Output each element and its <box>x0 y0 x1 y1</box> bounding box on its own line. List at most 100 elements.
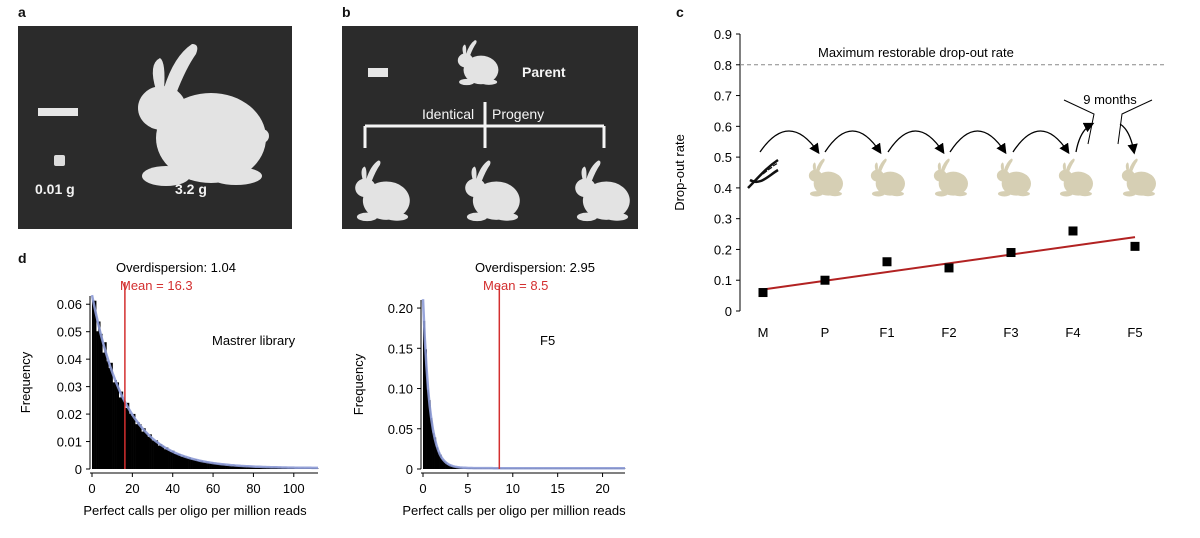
y-tick-label: 0 <box>406 462 413 477</box>
histogram-bar <box>128 413 132 469</box>
histogram-bar <box>426 389 429 469</box>
histogram-bar <box>133 413 136 469</box>
lineage-bracket <box>363 102 606 148</box>
generation-arrow <box>1012 130 1070 155</box>
y-tick-label: 0.01 <box>57 435 82 450</box>
histogram-bar <box>258 467 261 469</box>
histogram-bar <box>186 458 189 469</box>
histogram-bar <box>219 464 222 469</box>
histogram-bar <box>443 460 446 469</box>
progeny-bunny-2 <box>465 160 520 222</box>
histogram-bar <box>104 342 107 469</box>
histogram-bar <box>96 331 99 469</box>
overdispersion-label: Overdispersion: 1.04 <box>116 260 236 275</box>
large-bunny-print <box>138 44 269 186</box>
fit-curve <box>421 299 625 470</box>
dropout-rate-chart: 0 0.1 0.2 0.3 0.4 0.5 0.6 0.7 0.8 0.9 Drop-out rat… <box>672 27 1165 340</box>
x-tick-label: 60 <box>206 481 220 496</box>
histogram-bar <box>174 454 177 469</box>
histogram-bar <box>155 440 159 469</box>
y-tick-label: 0.06 <box>57 297 82 312</box>
histogram-bar <box>423 320 426 469</box>
histogram-bar <box>227 464 230 469</box>
histogram-bar <box>147 436 150 469</box>
histogram-bar <box>435 447 438 469</box>
histogram-bar <box>139 424 142 469</box>
histogram-bar <box>209 463 212 469</box>
generation-arrow <box>1119 123 1138 155</box>
x-tick-label: 80 <box>246 481 260 496</box>
histogram-bar <box>192 459 196 469</box>
panel-label-a: a <box>18 4 26 20</box>
x-tick-label: 0 <box>419 481 426 496</box>
x-tick-label: 5 <box>464 481 471 496</box>
progeny-bunny-3 <box>575 160 630 222</box>
mass-large-label: 3.2 g <box>175 181 207 197</box>
mean-label: Mean = 8.5 <box>483 278 548 293</box>
histogram-bar <box>137 422 140 469</box>
histogram-bar <box>217 463 220 469</box>
y-axis-label: Drop-out rate <box>672 134 687 211</box>
bunny-icon <box>808 158 843 197</box>
y-tick-label: 0.9 <box>714 27 732 42</box>
histogram-bar <box>198 460 202 469</box>
histogram-bar <box>225 465 228 469</box>
data-point <box>1006 248 1016 258</box>
histogram-bar <box>108 367 111 469</box>
x-tick-label: P <box>821 325 830 340</box>
histogram-bar <box>126 402 130 469</box>
histogram-bar <box>176 453 179 469</box>
histogram-bar <box>207 462 210 469</box>
histogram-bar <box>168 450 171 469</box>
y-tick-label: 0.7 <box>714 89 732 104</box>
histogram-bar <box>143 428 146 469</box>
reference-line-label: Maximum restorable drop-out rate <box>818 45 1014 60</box>
histogram-bar <box>215 463 218 469</box>
histogram-bar <box>428 400 431 469</box>
data-point <box>1130 241 1140 251</box>
x-tick-label: 0 <box>88 481 95 496</box>
histogram-bar <box>200 460 204 469</box>
histogram-bar <box>452 466 455 469</box>
x-tick-label: F4 <box>1065 325 1080 340</box>
generation-arrow <box>1075 122 1095 153</box>
histogram-bar <box>211 462 214 469</box>
scale-bar <box>38 108 78 116</box>
histogram-bar <box>182 455 185 469</box>
panel-a-photo: 0.01 g 3.2 g <box>18 26 292 229</box>
histogram-bar <box>94 300 97 469</box>
x-tick-label: F5 <box>1127 325 1142 340</box>
x-axis-label: Perfect calls per oligo per million read… <box>83 503 307 518</box>
overdispersion-label: Overdispersion: 2.95 <box>475 260 595 275</box>
x-tick-label: 100 <box>283 481 305 496</box>
y-tick-label: 0.8 <box>714 58 732 73</box>
histogram-bar <box>446 464 450 469</box>
histogram-bar <box>241 466 245 469</box>
histogram-bar <box>165 447 169 469</box>
y-tick-label: 0.20 <box>388 301 413 316</box>
y-tick-label: 0.6 <box>714 119 732 134</box>
generation-arrow <box>887 130 945 155</box>
histogram-bar <box>102 352 105 469</box>
y-tick-label: 0.15 <box>388 341 413 356</box>
x-tick-label: 40 <box>165 481 179 496</box>
histogram-bar <box>190 459 193 469</box>
bunny-icon <box>1121 158 1156 197</box>
y-tick-label: 0 <box>725 304 732 319</box>
y-tick-label: 0.10 <box>388 382 413 397</box>
histogram-bar <box>448 464 451 469</box>
histogram-bar <box>239 465 243 469</box>
histogram-bar <box>252 466 255 469</box>
histogram-bar <box>153 440 156 469</box>
y-axis-label: Frequency <box>18 351 33 413</box>
mass-small-label: 0.01 g <box>35 181 75 197</box>
tiny-bunny-print <box>54 155 65 166</box>
histogram-bar <box>116 382 120 469</box>
histogram-bar <box>235 465 239 469</box>
histogram-bar <box>213 463 216 469</box>
generation-arrow <box>824 130 882 155</box>
histogram-bar <box>92 300 95 469</box>
y-tick-label: 0.05 <box>388 422 413 437</box>
identical-label: Identical <box>420 106 477 122</box>
data-point <box>944 263 954 273</box>
